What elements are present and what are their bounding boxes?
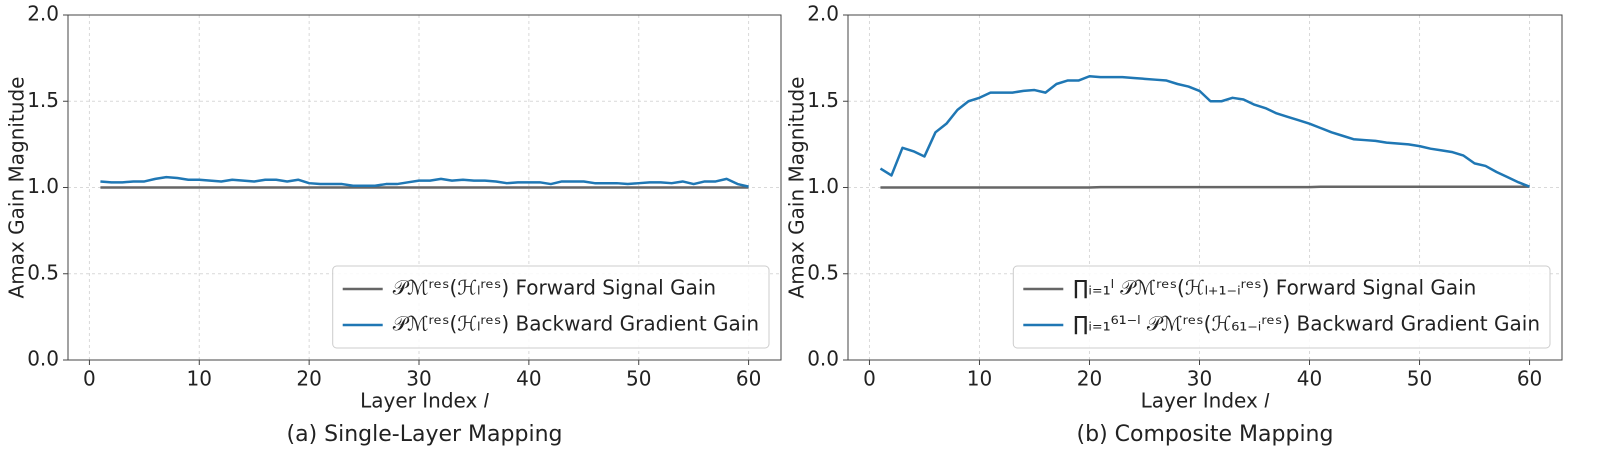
x-tick-label: 20	[296, 367, 321, 391]
legend-label: ∏ᵢ₌₁ˡ 𝒫ℳʳᵉˢ(ℋₗ₊₁₋ᵢʳᵉˢ) Forward Signal Ga…	[1073, 276, 1476, 300]
series-line	[880, 185, 1530, 189]
legend: 𝒫ℳʳᵉˢ(ℋₗʳᵉˢ) Forward Signal Gain 𝒫ℳʳᵉˢ(ℋₗ…	[332, 265, 770, 349]
y-tick-label: 1.5	[27, 88, 59, 112]
y-tick-label: 1.5	[807, 88, 839, 112]
y-tick-label: 1.0	[27, 174, 59, 198]
series-line	[100, 175, 749, 188]
x-axis-label: Layer Index 𝑙	[1141, 389, 1271, 413]
x-tick-label: 30	[1187, 367, 1212, 391]
x-tick-label: 40	[516, 367, 541, 391]
legend-box	[332, 265, 770, 349]
legend-label: 𝒫ℳʳᵉˢ(ℋₗʳᵉˢ) Forward Signal Gain	[393, 276, 716, 300]
y-tick-label: 0.5	[27, 260, 59, 284]
y-tick-label: 2.0	[807, 2, 839, 26]
y-tick-label: 2.0	[27, 2, 59, 26]
x-tick-label: 50	[1407, 367, 1432, 391]
series-line	[879, 74, 1531, 188]
x-tick-label: 0	[863, 367, 876, 391]
y-tick-label: 0.0	[807, 347, 839, 371]
y-tick-label: 0.5	[807, 260, 839, 284]
y-axis-label: Amax Gain Magnitude	[5, 77, 29, 299]
x-tick-label: 30	[406, 367, 431, 391]
x-axis-label: Layer Index 𝑙	[360, 389, 490, 413]
x-tick-label: 10	[967, 367, 992, 391]
legend-label: ∏ᵢ₌₁⁶¹⁻ˡ 𝒫ℳʳᵉˢ(ℋ₆₁₋ᵢʳᵉˢ) Backward Gradie…	[1073, 312, 1540, 336]
x-tick-label: 20	[1077, 367, 1102, 391]
legend-label: 𝒫ℳʳᵉˢ(ℋₗʳᵉˢ) Backward Gradient Gain	[393, 312, 759, 336]
x-tick-label: 10	[187, 367, 212, 391]
plot-frame	[67, 14, 782, 361]
x-tick-label: 50	[626, 367, 651, 391]
plot-frame	[847, 14, 1563, 361]
y-tick-label: 0.0	[27, 347, 59, 371]
caption: (a) Single-Layer Mapping	[287, 422, 563, 447]
y-tick-label: 1.0	[807, 174, 839, 198]
legend: ∏ᵢ₌₁ˡ 𝒫ℳʳᵉˢ(ℋₗ₊₁₋ᵢʳᵉˢ) Forward Signal Ga…	[1012, 265, 1551, 349]
x-tick-label: 0	[83, 367, 96, 391]
x-tick-label: 60	[1517, 367, 1542, 391]
y-axis-label: Amax Gain Magnitude	[785, 77, 809, 299]
caption: (b) Composite Mapping	[1077, 422, 1334, 447]
x-tick-label: 40	[1297, 367, 1322, 391]
legend-box	[1012, 265, 1551, 349]
x-tick-label: 60	[736, 367, 761, 391]
